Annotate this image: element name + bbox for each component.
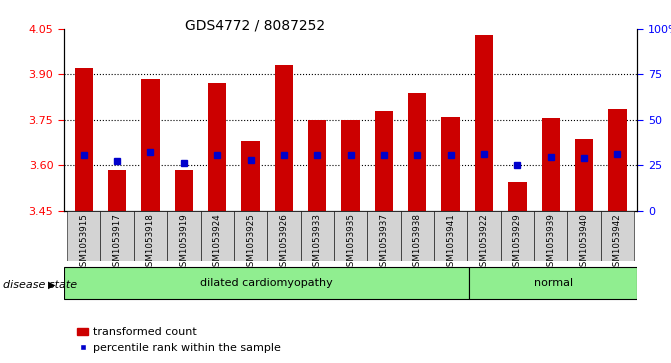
Text: dilated cardiomyopathy: dilated cardiomyopathy [200, 278, 333, 288]
Bar [134, 211, 167, 261]
Bar [601, 211, 634, 261]
Bar [541, 118, 560, 211]
Bar [367, 211, 401, 261]
Text: normal: normal [533, 278, 572, 288]
Text: GDS4772 / 8087252: GDS4772 / 8087252 [185, 18, 325, 32]
Bar [408, 93, 427, 211]
Bar [568, 211, 601, 261]
Bar [475, 35, 493, 211]
Bar [342, 120, 360, 211]
Bar [534, 211, 568, 261]
Text: GSM1053933: GSM1053933 [313, 213, 321, 272]
Text: GSM1053926: GSM1053926 [279, 213, 289, 272]
Bar [108, 170, 126, 211]
Bar [64, 267, 469, 299]
Text: GSM1053917: GSM1053917 [113, 213, 121, 272]
Bar [501, 211, 534, 261]
Text: GSM1053938: GSM1053938 [413, 213, 422, 272]
Bar [609, 109, 627, 211]
Bar [201, 211, 234, 261]
Text: GSM1053939: GSM1053939 [546, 213, 555, 272]
Bar [375, 111, 393, 211]
Bar [174, 170, 193, 211]
Bar [467, 211, 501, 261]
Text: GSM1053929: GSM1053929 [513, 213, 522, 272]
Bar [308, 120, 326, 211]
Bar [74, 68, 93, 211]
Bar [67, 211, 101, 261]
Bar [267, 211, 301, 261]
Text: GSM1053918: GSM1053918 [146, 213, 155, 272]
Bar [575, 139, 593, 211]
Text: disease state: disease state [3, 280, 77, 290]
Bar [274, 65, 293, 211]
Text: GSM1053937: GSM1053937 [380, 213, 389, 272]
Bar [234, 211, 267, 261]
Bar [301, 211, 334, 261]
Text: GSM1053940: GSM1053940 [580, 213, 588, 272]
Text: ▶: ▶ [48, 280, 56, 290]
Text: GSM1053942: GSM1053942 [613, 213, 622, 272]
Bar [434, 211, 467, 261]
Bar [401, 211, 434, 261]
Bar [167, 211, 201, 261]
Text: GSM1053922: GSM1053922 [480, 213, 488, 272]
Bar [442, 117, 460, 211]
Bar [101, 211, 134, 261]
Bar [242, 141, 260, 211]
Bar [469, 267, 637, 299]
Text: GSM1053935: GSM1053935 [346, 213, 355, 272]
Text: GSM1053919: GSM1053919 [179, 213, 189, 272]
Bar [142, 79, 160, 211]
Legend: transformed count, percentile rank within the sample: transformed count, percentile rank withi… [72, 323, 285, 358]
Text: GSM1053941: GSM1053941 [446, 213, 455, 272]
Bar [208, 83, 226, 211]
Text: GSM1053925: GSM1053925 [246, 213, 255, 272]
Bar [334, 211, 367, 261]
Text: GSM1053924: GSM1053924 [213, 213, 221, 272]
Text: GSM1053915: GSM1053915 [79, 213, 89, 272]
Bar [508, 182, 527, 211]
